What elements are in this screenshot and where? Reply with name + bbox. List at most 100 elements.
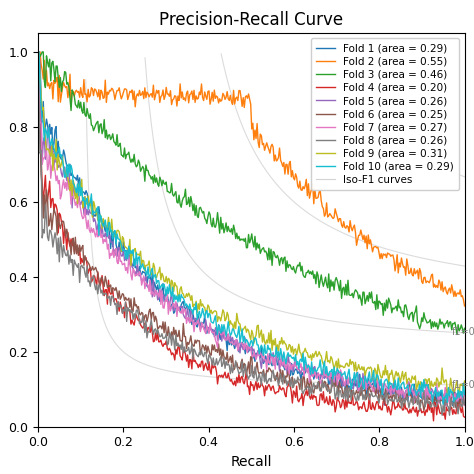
Fold 6 (area = 0.25) — [345, 389, 351, 395]
Fold 6 (area = 0.25) — [86, 262, 92, 267]
Fold 10 (area = 0.29) — [303, 361, 309, 366]
Fold 5 (area = 0.26) — [442, 403, 448, 409]
Title: Precision-Recall Curve: Precision-Recall Curve — [159, 11, 343, 29]
Fold 1 (area = 0.29) — [86, 202, 92, 208]
Fold 6 (area = 0.25) — [303, 387, 309, 392]
Legend: Fold 1 (area = 0.29), Fold 2 (area = 0.55), Fold 3 (area = 0.46), Fold 4 (area =: Fold 1 (area = 0.29), Fold 2 (area = 0.5… — [311, 38, 459, 190]
Line: Fold 10 (area = 0.29): Fold 10 (area = 0.29) — [38, 52, 465, 404]
Fold 5 (area = 0.26) — [345, 377, 351, 383]
Fold 10 (area = 0.29) — [204, 308, 210, 313]
Fold 2 (area = 0.55) — [88, 92, 93, 98]
Fold 3 (area = 0.46) — [86, 116, 92, 121]
Fold 3 (area = 0.46) — [204, 221, 210, 227]
Fold 4 (area = 0.20) — [303, 388, 309, 393]
Fold 8 (area = 0.26) — [343, 396, 349, 402]
Fold 8 (area = 0.26) — [35, 49, 41, 55]
Fold 7 (area = 0.27) — [444, 403, 449, 409]
Line: Fold 5 (area = 0.26): Fold 5 (area = 0.26) — [38, 52, 465, 406]
Fold 8 (area = 0.26) — [174, 343, 180, 348]
Fold 1 (area = 0.29) — [453, 404, 459, 410]
Line: Fold 2 (area = 0.55): Fold 2 (area = 0.55) — [38, 52, 465, 306]
Fold 7 (area = 0.27) — [462, 402, 467, 408]
Fold 10 (area = 0.29) — [86, 201, 92, 207]
Fold 4 (area = 0.20) — [431, 418, 437, 424]
Fold 5 (area = 0.26) — [204, 325, 210, 331]
Fold 10 (area = 0.29) — [345, 371, 351, 376]
Fold 6 (area = 0.25) — [35, 52, 41, 58]
Line: Fold 8 (area = 0.26): Fold 8 (area = 0.26) — [38, 52, 465, 415]
X-axis label: Recall: Recall — [230, 455, 272, 469]
Fold 5 (area = 0.26) — [343, 382, 349, 388]
Fold 4 (area = 0.20) — [174, 351, 180, 357]
Text: f1=0.2: f1=0.2 — [452, 380, 474, 390]
Fold 4 (area = 0.20) — [204, 365, 210, 371]
Fold 9 (area = 0.31) — [445, 392, 450, 397]
Fold 7 (area = 0.27) — [174, 314, 180, 319]
Fold 9 (area = 0.31) — [345, 363, 351, 369]
Text: f1=0.4: f1=0.4 — [452, 327, 474, 337]
Line: Fold 1 (area = 0.29): Fold 1 (area = 0.29) — [38, 52, 465, 407]
Fold 8 (area = 0.26) — [447, 412, 452, 418]
Fold 8 (area = 0.26) — [86, 278, 92, 284]
Fold 8 (area = 0.26) — [204, 356, 210, 362]
Fold 4 (area = 0.20) — [462, 414, 467, 420]
Fold 3 (area = 0.46) — [454, 332, 460, 337]
Line: Fold 7 (area = 0.27): Fold 7 (area = 0.27) — [38, 52, 465, 406]
Fold 3 (area = 0.46) — [174, 200, 180, 205]
Fold 4 (area = 0.20) — [86, 267, 92, 273]
Fold 7 (area = 0.27) — [35, 49, 41, 55]
Fold 3 (area = 0.46) — [343, 282, 349, 287]
Fold 10 (area = 0.29) — [462, 392, 467, 397]
Fold 5 (area = 0.26) — [462, 392, 467, 398]
Fold 2 (area = 0.55) — [346, 229, 352, 235]
Fold 10 (area = 0.29) — [343, 375, 349, 381]
Fold 7 (area = 0.27) — [86, 227, 92, 233]
Line: Fold 6 (area = 0.25): Fold 6 (area = 0.25) — [38, 55, 465, 410]
Fold 1 (area = 0.29) — [35, 49, 41, 55]
Fold 2 (area = 0.55) — [37, 49, 43, 55]
Fold 10 (area = 0.29) — [35, 49, 41, 55]
Fold 2 (area = 0.55) — [175, 93, 181, 99]
Fold 6 (area = 0.25) — [462, 399, 467, 404]
Fold 2 (area = 0.55) — [205, 89, 211, 94]
Fold 4 (area = 0.20) — [345, 395, 351, 401]
Line: Fold 3 (area = 0.46): Fold 3 (area = 0.46) — [38, 52, 465, 335]
Fold 7 (area = 0.27) — [343, 375, 349, 381]
Fold 7 (area = 0.27) — [345, 382, 351, 387]
Fold 9 (area = 0.31) — [462, 378, 467, 384]
Fold 10 (area = 0.29) — [440, 401, 446, 407]
Fold 2 (area = 0.55) — [462, 303, 467, 309]
Fold 5 (area = 0.26) — [303, 368, 309, 374]
Line: Fold 4 (area = 0.20): Fold 4 (area = 0.20) — [38, 66, 465, 421]
Fold 6 (area = 0.25) — [343, 388, 349, 394]
Fold 1 (area = 0.29) — [174, 305, 180, 310]
Fold 9 (area = 0.31) — [174, 283, 180, 289]
Fold 6 (area = 0.25) — [174, 334, 180, 339]
Fold 3 (area = 0.46) — [345, 277, 351, 283]
Fold 4 (area = 0.20) — [35, 63, 41, 69]
Fold 4 (area = 0.20) — [343, 397, 349, 402]
Fold 7 (area = 0.27) — [204, 323, 210, 329]
Fold 5 (area = 0.26) — [35, 49, 41, 55]
Fold 1 (area = 0.29) — [343, 392, 349, 398]
Fold 9 (area = 0.31) — [303, 349, 309, 355]
Fold 9 (area = 0.31) — [86, 203, 92, 209]
Fold 1 (area = 0.29) — [204, 330, 210, 336]
Fold 1 (area = 0.29) — [462, 392, 467, 398]
Fold 2 (area = 0.55) — [304, 193, 310, 199]
Fold 6 (area = 0.25) — [204, 350, 210, 356]
Fold 3 (area = 0.46) — [462, 326, 467, 331]
Fold 6 (area = 0.25) — [421, 408, 427, 413]
Fold 2 (area = 0.55) — [35, 50, 41, 56]
Fold 1 (area = 0.29) — [303, 365, 309, 371]
Fold 9 (area = 0.31) — [343, 361, 349, 367]
Fold 10 (area = 0.29) — [174, 293, 180, 299]
Fold 9 (area = 0.31) — [204, 308, 210, 314]
Fold 8 (area = 0.26) — [462, 402, 467, 408]
Fold 1 (area = 0.29) — [345, 384, 351, 390]
Fold 5 (area = 0.26) — [86, 207, 92, 213]
Line: Fold 9 (area = 0.31): Fold 9 (area = 0.31) — [38, 52, 465, 394]
Fold 3 (area = 0.46) — [303, 270, 309, 275]
Fold 8 (area = 0.26) — [303, 384, 309, 390]
Fold 8 (area = 0.26) — [345, 399, 351, 404]
